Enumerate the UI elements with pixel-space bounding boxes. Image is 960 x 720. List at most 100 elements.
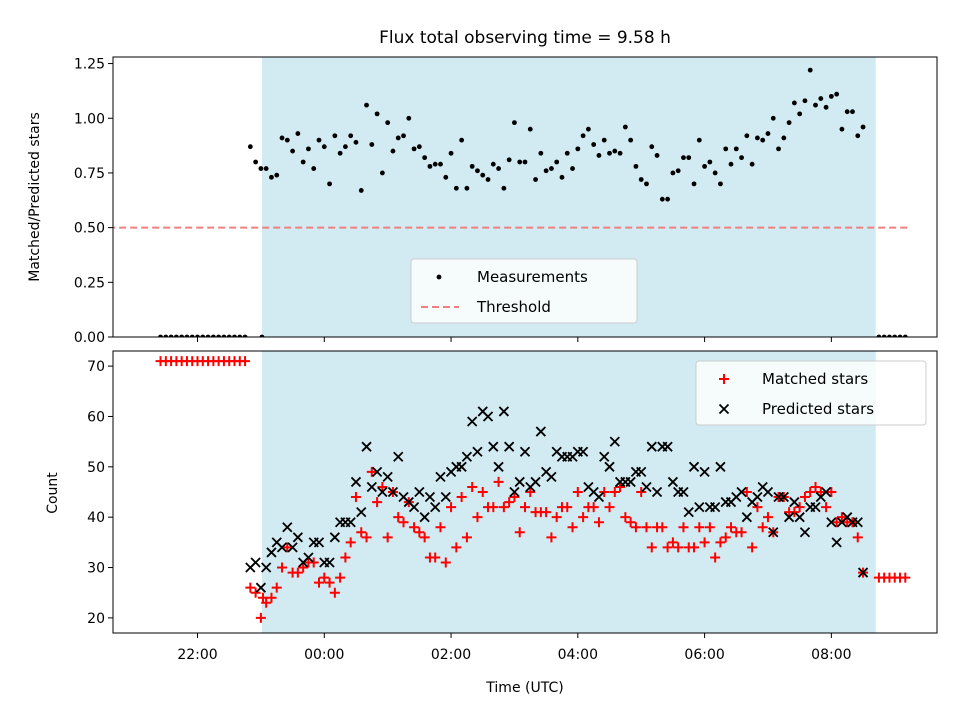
matched-stars-point	[277, 562, 288, 573]
measurement-point	[274, 172, 280, 178]
legend: Measurements Threshold	[410, 258, 638, 324]
measurement-point	[300, 159, 306, 165]
measurement-point	[654, 153, 660, 158]
measurement-point	[416, 144, 422, 150]
predicted-stars-point	[857, 567, 869, 578]
predicted-stars-point	[350, 476, 362, 488]
measurement-point	[279, 135, 285, 141]
measurement-point	[327, 181, 332, 187]
measurement-point	[189, 334, 195, 337]
measurement-point	[284, 137, 290, 143]
predicted-stars-point	[472, 446, 483, 457]
predicted-stars-point	[715, 461, 726, 472]
predicted-stars-point	[382, 471, 393, 483]
measurement-point	[628, 137, 634, 143]
predicted-stars-point	[752, 491, 763, 503]
predicted-stars-point	[414, 486, 425, 498]
axes-frame	[112, 350, 938, 634]
matched-stars-point	[593, 517, 604, 528]
matched-stars-point	[504, 497, 515, 508]
measurement-point	[659, 196, 665, 202]
measurement-point	[791, 100, 797, 106]
predicted-stars-point	[456, 461, 467, 472]
matched-stars-point	[715, 537, 726, 548]
measurement-point	[723, 146, 729, 152]
measurement-point	[453, 185, 459, 191]
matched-stars-point	[726, 522, 736, 533]
measurement-point	[670, 170, 676, 176]
predicted-stars-point	[593, 491, 605, 503]
matched-stars-point	[493, 476, 504, 487]
predicted-stars-point	[794, 512, 805, 523]
matched-stars-point	[525, 487, 536, 497]
measurement-point	[469, 163, 475, 169]
matched-stars-point	[377, 481, 388, 492]
measurement-point	[411, 146, 417, 152]
predicted-stars-point	[440, 491, 451, 503]
matched-stars-point	[366, 466, 377, 477]
matched-stars-point	[662, 542, 673, 553]
measurement-point	[311, 166, 317, 171]
matched-stars-point	[831, 517, 842, 528]
matched-stars-point	[620, 512, 631, 523]
predicted-stars-point	[504, 441, 515, 452]
measurement-point	[459, 137, 465, 143]
measurement-point	[596, 153, 602, 158]
predicted-stars-point	[625, 476, 636, 488]
measurement-point	[649, 144, 655, 150]
matched-stars-point	[826, 487, 837, 497]
legend-measurement-marker	[436, 274, 442, 280]
predicted-stars-point	[424, 491, 436, 503]
measurement-point	[290, 148, 295, 154]
matched-stars-point	[604, 502, 615, 513]
matched-stars-point	[509, 492, 520, 503]
matched-stars-point	[609, 487, 620, 497]
predicted-stars-point	[662, 441, 673, 452]
matched-stars-point	[673, 542, 684, 553]
predicted-stars-point	[276, 542, 288, 553]
measurement-point	[379, 170, 385, 176]
predicted-stars-point	[741, 512, 752, 523]
matched-stars-point	[271, 582, 282, 593]
predicted-stars-point	[377, 486, 388, 498]
legend-label: Threshold	[476, 298, 551, 316]
y-tick-label: 1.25	[74, 57, 105, 73]
measurement-point	[617, 150, 623, 156]
measurement-point	[554, 159, 560, 165]
x-tick-label: 00:00	[304, 647, 344, 663]
series-matched-stars	[155, 356, 911, 623]
matched-stars-point	[345, 537, 356, 548]
matched-stars-point	[641, 522, 652, 533]
measurement-point	[696, 137, 702, 143]
predicted-stars-point	[250, 557, 261, 568]
measurement-point	[269, 174, 274, 180]
measurement-point	[263, 166, 269, 171]
measurement-point	[184, 334, 190, 337]
top-y-axis-label: Matched/Predicted stars	[27, 112, 43, 282]
legend-matched-marker	[719, 374, 729, 384]
measurement-point	[686, 155, 692, 161]
measurement-point	[216, 334, 222, 337]
matched-stars-point	[615, 481, 626, 492]
measurement-point	[517, 159, 523, 165]
measurement-point	[828, 93, 834, 99]
measurement-point	[675, 168, 681, 174]
measurement-point	[823, 104, 829, 110]
matched-stars-point	[747, 542, 758, 553]
matched-stars-point	[372, 497, 383, 508]
measurement-point	[834, 91, 840, 97]
y-tick-label: 50	[87, 460, 105, 476]
measurement-point	[818, 96, 824, 101]
measurement-point	[902, 334, 908, 337]
matched-stars-point	[414, 527, 425, 538]
matched-stars-point	[599, 487, 610, 497]
measurement-point	[321, 144, 327, 150]
measurement-point	[881, 334, 887, 337]
measurement-point	[718, 181, 723, 187]
predicted-stars-point	[329, 532, 340, 543]
matched-stars-point	[409, 522, 420, 533]
matched-stars-point	[488, 502, 499, 513]
matched-stars-point	[752, 502, 763, 513]
bottom-y-axis-label: Count	[45, 472, 61, 514]
